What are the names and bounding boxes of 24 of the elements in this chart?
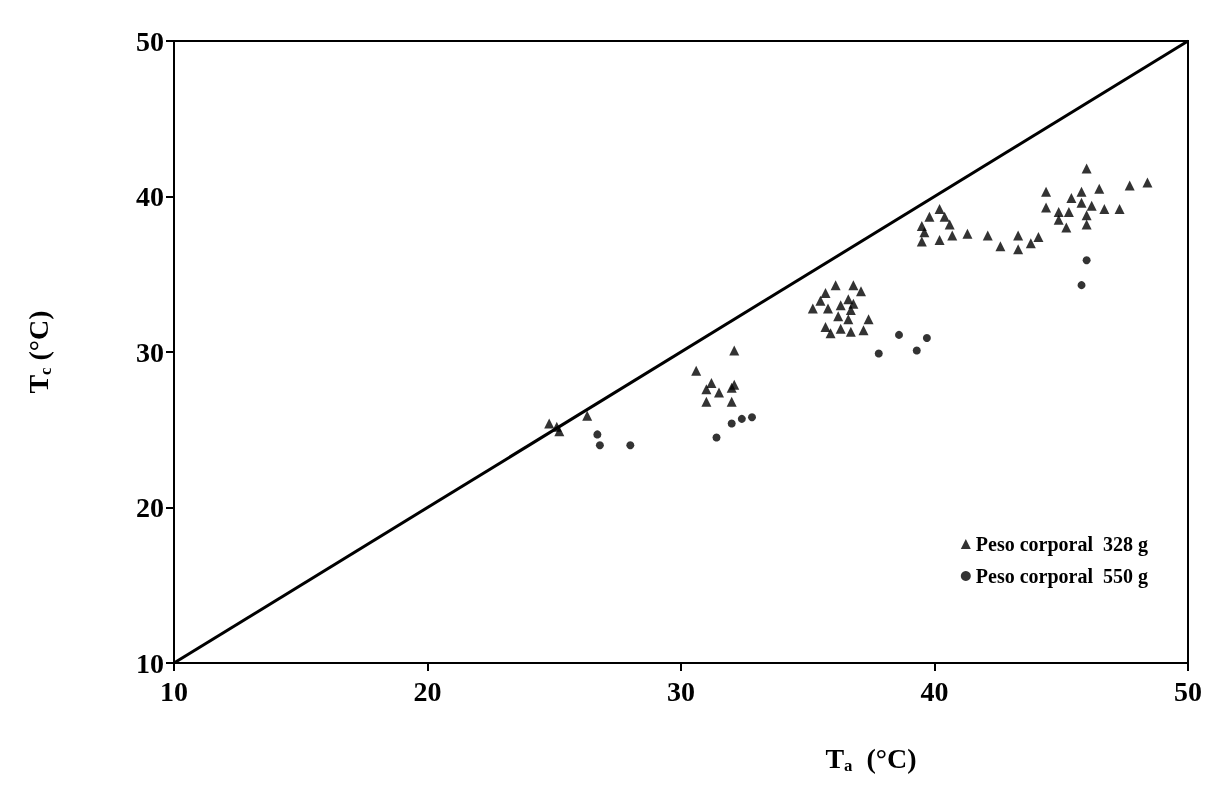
point — [1077, 281, 1086, 290]
x-tick-label: 40 — [920, 675, 949, 707]
point — [922, 334, 931, 342]
point — [1082, 256, 1091, 265]
point — [712, 433, 721, 442]
y-tick-label: 40 — [136, 181, 164, 212]
point — [593, 430, 602, 439]
legend-label: Peso corporal 550 g — [975, 565, 1148, 588]
y-tick-label: 50 — [136, 25, 164, 57]
x-tick-label: 20 — [413, 675, 442, 707]
x-tick-label: 50 — [1174, 675, 1202, 707]
legend-label: Peso corporal 328 g — [975, 533, 1148, 556]
y-axis-title: Tc (°C) — [23, 310, 55, 394]
point — [747, 413, 756, 422]
point — [727, 419, 736, 428]
x-tick-label: 30 — [667, 675, 695, 707]
point — [895, 330, 904, 339]
point — [912, 346, 921, 355]
point — [737, 414, 746, 423]
point — [595, 441, 604, 450]
point — [626, 441, 635, 450]
y-tick-label: 30 — [136, 336, 164, 368]
point — [874, 349, 883, 358]
y-tick-label: 20 — [136, 492, 164, 523]
